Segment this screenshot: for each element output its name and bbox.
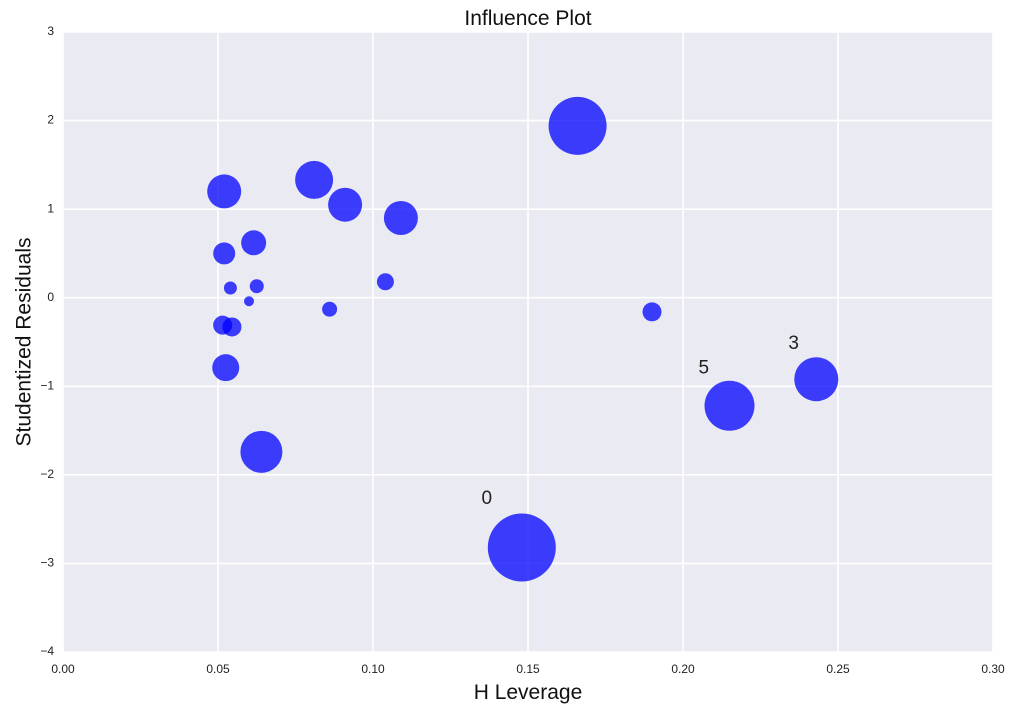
y-tick-label: −1 — [40, 378, 54, 392]
data-point — [213, 242, 236, 265]
chart-title: Influence Plot — [464, 7, 591, 30]
data-point — [328, 187, 363, 222]
data-point — [249, 279, 264, 294]
x-tick-label: 0.25 — [826, 662, 850, 676]
y-tick-label: 1 — [47, 201, 54, 215]
data-point — [376, 273, 394, 291]
x-tick-label: 0.05 — [206, 662, 230, 676]
y-tick-label: −4 — [40, 644, 54, 658]
data-point — [244, 296, 254, 307]
point-annotation: 0 — [482, 488, 493, 509]
point-annotation: 5 — [699, 358, 710, 379]
data-point — [704, 380, 755, 431]
x-tick-label: 0.10 — [361, 662, 385, 676]
data-point — [322, 301, 338, 317]
data-point — [212, 354, 240, 382]
x-tick-label: 0.30 — [981, 662, 1005, 676]
x-tick-label: 0.20 — [671, 662, 695, 676]
data-point — [295, 160, 334, 199]
point-annotation: 3 — [788, 333, 799, 354]
y-tick-label: −3 — [40, 556, 54, 570]
data-point — [207, 174, 242, 209]
y-axis-title: Studentized Residuals — [13, 238, 36, 447]
point-annotations: 0 5 3 — [482, 333, 799, 509]
x-axis-title: H Leverage — [474, 681, 583, 704]
data-point — [487, 513, 556, 582]
data-point — [222, 317, 242, 337]
y-tick-label: 0 — [47, 290, 54, 304]
y-tick-label: −2 — [40, 467, 54, 481]
data-point — [794, 357, 839, 402]
data-point — [548, 96, 607, 155]
data-point — [223, 281, 237, 295]
data-point — [383, 201, 418, 235]
x-tick-label: 0.15 — [516, 662, 540, 676]
data-points — [207, 96, 839, 582]
x-tick-labels: 0.00 0.05 0.10 0.15 0.20 0.25 0.30 — [51, 662, 1005, 676]
y-tick-label: 3 — [47, 24, 54, 38]
y-tick-labels: −4 −3 −2 −1 0 1 2 3 — [40, 24, 54, 658]
y-tick-label: 2 — [47, 113, 54, 127]
data-point — [240, 430, 283, 473]
grid-lines — [62, 31, 994, 653]
x-tick-label: 0.00 — [51, 662, 75, 676]
data-point — [642, 302, 662, 322]
data-point — [241, 230, 267, 256]
